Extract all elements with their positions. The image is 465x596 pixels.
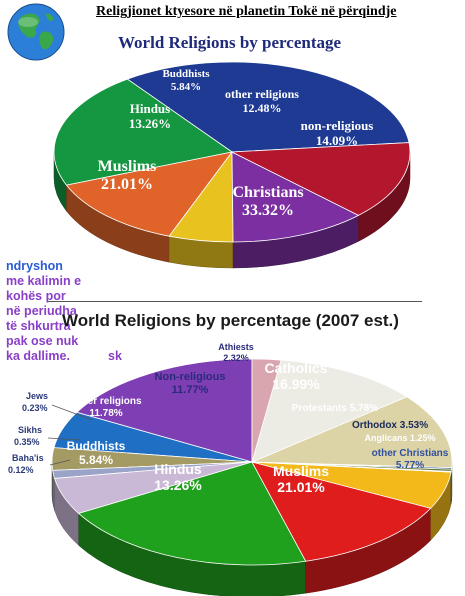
pie-slice-muslims: [53, 78, 233, 186]
pie-slice-muslims: [77, 461, 307, 566]
divider: [48, 301, 422, 302]
slice-label: Muslims 21.01%: [98, 158, 157, 193]
slice-label: Buddhists 5.84%: [162, 68, 210, 93]
pie-chart-1: Christians 33.32% Muslims 21.01% Hindus 13.26…: [53, 61, 411, 269]
pie-slice-hindus: [65, 151, 233, 237]
side-note-line: në periudha: [6, 304, 77, 318]
side-note-line: pak ose nuk: [6, 334, 79, 348]
page-title: Religjionet ktyesore në planetin Tokë në…: [96, 4, 397, 19]
chart-1-title: World Religions by percentage: [118, 33, 342, 52]
leader-line: [49, 459, 71, 466]
slice-label: Athiests 2.32%: [218, 342, 254, 363]
side-note-line: sk: [108, 349, 122, 363]
pie-slice-non-religious: [230, 142, 411, 216]
slice-label: Catholics 16.99%: [264, 360, 327, 392]
pie-slice-hindus: [251, 461, 432, 562]
slice-label: Buddhists 5.84%: [67, 439, 126, 467]
slice-label: Anglicans 1.25%: [364, 433, 435, 443]
side-note-line: kohës por: [6, 289, 66, 303]
slice-label-outside: Sikhs 0.35%: [14, 425, 42, 447]
side-note: ndryshon me kalimin e kohës por në periu…: [6, 259, 122, 364]
globe-icon: [7, 3, 65, 61]
pie-slice-other-religions: [251, 396, 453, 469]
slice-label: Muslims 21.01%: [273, 463, 329, 495]
chart-2-title: World Religions by percentage (2007 est.…: [62, 311, 399, 330]
pie-chart-2: Catholics 16.99% Protestants 5.78% Orthodox…: [51, 342, 453, 596]
pie-slice-christians: [126, 61, 410, 153]
side-note-line: me kalimin e: [6, 274, 82, 288]
leader-line: [47, 437, 81, 441]
slice-label: Non-religious 11.77%: [155, 371, 226, 396]
pie-slice-other-religions: [231, 151, 360, 243]
slice-label: other religions 12.48%: [225, 87, 299, 115]
side-note-line: ka dallime.: [6, 349, 70, 363]
slice-label: Hindus 13.26%: [154, 461, 202, 493]
pie-slice-catholics: [76, 358, 253, 463]
slice-label: non-religious 14.09%: [301, 118, 374, 148]
pie-slice-non-religious: [251, 359, 408, 463]
slice-label: Orthodox 3.53%: [352, 420, 428, 431]
slice-label: Protestants 5.78%: [292, 403, 378, 414]
slice-label: Christians 33.32%: [232, 184, 303, 219]
side-note-line: ndryshon: [6, 259, 63, 273]
pie-slice-athiests: [251, 358, 282, 463]
slice-label-outside: Baha'is 0.12%: [8, 453, 44, 475]
leader-line: [51, 404, 93, 421]
slice-label: Hindus 13.26%: [129, 101, 171, 131]
slice-label: other Christians 5.77%: [372, 448, 449, 471]
side-note-line: të shkurtra: [6, 319, 71, 333]
slice-label: Other religions 11.78%: [70, 396, 142, 419]
slice-label-outside: Jews 0.23%: [22, 391, 48, 413]
